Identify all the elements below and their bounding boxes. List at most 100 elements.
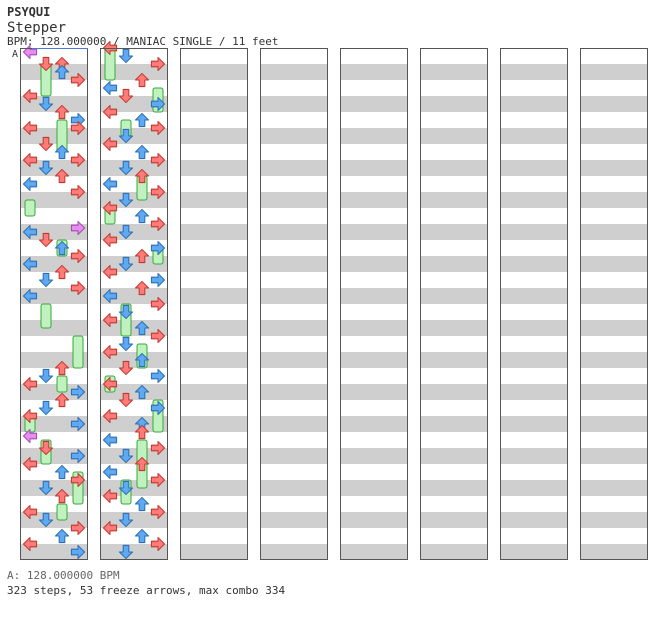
- song-title: Stepper: [7, 20, 67, 36]
- beat-stripe: [260, 512, 328, 528]
- beat-stripe: [500, 448, 568, 464]
- beat-stripe: [500, 288, 568, 304]
- beat-stripe: [180, 64, 248, 80]
- beat-stripe: [180, 352, 248, 368]
- beat-stripe: [420, 416, 488, 432]
- beat-stripe: [180, 448, 248, 464]
- beat-stripe: [580, 256, 648, 272]
- beat-stripe: [500, 544, 568, 560]
- beat-stripe: [180, 320, 248, 336]
- beat-stripe: [100, 480, 168, 496]
- beat-stripe: [260, 384, 328, 400]
- beat-stripe: [100, 512, 168, 528]
- beat-stripe: [20, 96, 88, 112]
- beat-stripe: [260, 544, 328, 560]
- beat-stripe: [100, 64, 168, 80]
- beat-stripe: [340, 512, 408, 528]
- beat-stripe: [100, 224, 168, 240]
- beat-stripe: [500, 64, 568, 80]
- beat-stripe: [180, 224, 248, 240]
- beat-stripe: [420, 288, 488, 304]
- freeze-arrow: [40, 303, 52, 329]
- beat-stripe: [340, 448, 408, 464]
- column-border: [580, 48, 648, 560]
- song-artist: PSYQUI: [7, 5, 51, 19]
- beat-stripe: [580, 96, 648, 112]
- freeze-arrow: [24, 199, 36, 217]
- beat-stripe: [420, 320, 488, 336]
- beat-stripe: [340, 192, 408, 208]
- beat-stripe: [580, 480, 648, 496]
- beat-stripe: [100, 544, 168, 560]
- beat-stripe: [580, 384, 648, 400]
- beat-stripe: [20, 128, 88, 144]
- beat-stripe: [180, 288, 248, 304]
- beat-stripe: [20, 512, 88, 528]
- beat-stripe: [500, 320, 568, 336]
- beat-stripe: [340, 224, 408, 240]
- beat-stripe: [260, 448, 328, 464]
- beat-stripe: [100, 320, 168, 336]
- beat-stripe: [20, 64, 88, 80]
- beat-stripe: [100, 416, 168, 432]
- column-border: [260, 48, 328, 560]
- beat-stripe: [500, 352, 568, 368]
- freeze-arrow: [56, 375, 68, 393]
- beat-stripe: [500, 224, 568, 240]
- beat-stripe: [100, 448, 168, 464]
- beat-stripe: [180, 384, 248, 400]
- freeze-arrow: [72, 335, 84, 369]
- beat-stripe: [260, 96, 328, 112]
- beat-stripe: [420, 96, 488, 112]
- beat-stripe: [180, 128, 248, 144]
- beat-stripe: [580, 448, 648, 464]
- beat-stripe: [260, 480, 328, 496]
- beat-stripe: [580, 320, 648, 336]
- beat-stripe: [420, 448, 488, 464]
- freeze-arrow: [56, 503, 68, 521]
- beat-stripe: [100, 160, 168, 176]
- beat-stripe: [20, 544, 88, 560]
- beat-stripe: [20, 256, 88, 272]
- beat-stripe: [340, 384, 408, 400]
- beat-stripe: [180, 256, 248, 272]
- beat-stripe: [420, 160, 488, 176]
- beat-stripe: [500, 96, 568, 112]
- beat-stripe: [20, 288, 88, 304]
- beat-stripe: [420, 352, 488, 368]
- beat-stripe: [580, 544, 648, 560]
- beat-stripe: [340, 256, 408, 272]
- column-border: [500, 48, 568, 560]
- beat-stripe: [340, 128, 408, 144]
- beat-stripe: [420, 512, 488, 528]
- beat-stripe: [20, 480, 88, 496]
- beat-stripe: [20, 352, 88, 368]
- beat-stripe: [260, 224, 328, 240]
- beat-stripe: [580, 224, 648, 240]
- beat-stripe: [260, 128, 328, 144]
- bpm-change-marker: A: [12, 49, 18, 60]
- beat-stripe: [180, 96, 248, 112]
- beat-stripe: [340, 96, 408, 112]
- chart-info: BPM: 128.000000 / MANIAC SINGLE / 11 fee…: [7, 35, 279, 48]
- beat-stripe: [580, 288, 648, 304]
- beat-stripe: [500, 128, 568, 144]
- beat-stripe: [420, 128, 488, 144]
- beat-stripe: [420, 544, 488, 560]
- beat-stripe: [580, 192, 648, 208]
- beat-stripe: [500, 160, 568, 176]
- beat-stripe: [340, 352, 408, 368]
- beat-stripe: [500, 512, 568, 528]
- beat-stripe: [260, 64, 328, 80]
- beat-stripe: [500, 480, 568, 496]
- beat-stripe: [340, 288, 408, 304]
- beat-stripe: [20, 384, 88, 400]
- beat-stripe: [100, 96, 168, 112]
- beat-stripe: [180, 192, 248, 208]
- beat-stripe: [340, 160, 408, 176]
- beat-stripe: [340, 416, 408, 432]
- beat-stripe: [100, 352, 168, 368]
- beat-stripe: [340, 544, 408, 560]
- chart-stats: 323 steps, 53 freeze arrows, max combo 3…: [7, 584, 286, 597]
- beat-stripe: [420, 64, 488, 80]
